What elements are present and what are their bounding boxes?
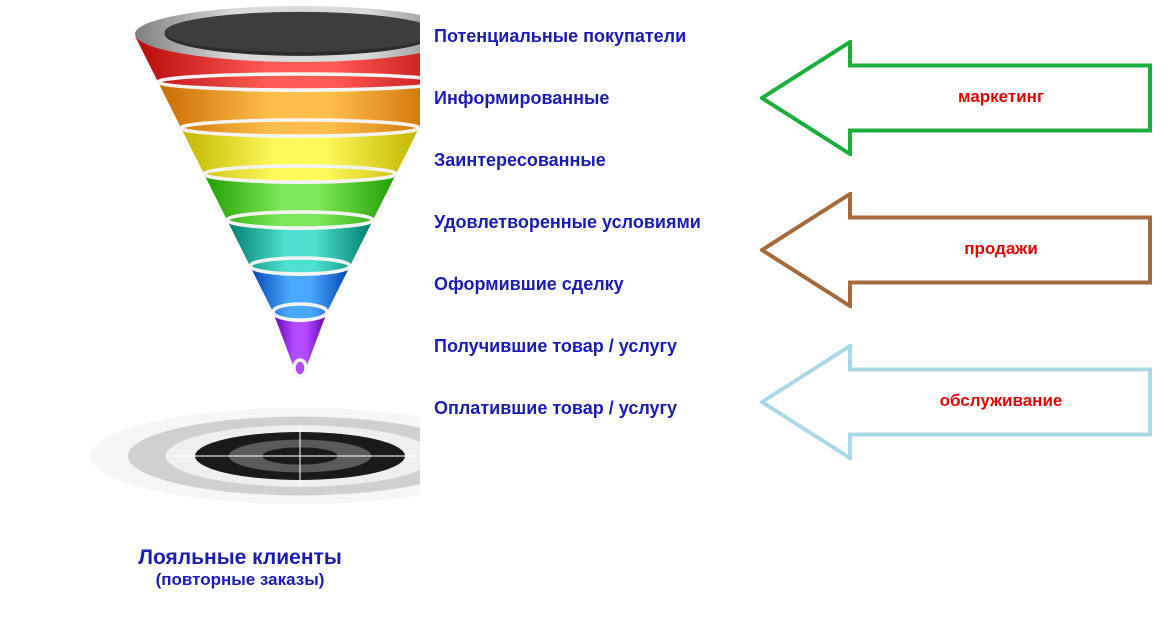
arrow-label-2: обслуживание: [850, 391, 1152, 411]
stage-label-6: Оплатившие товар / услугу: [434, 398, 677, 419]
stage-label-2: Заинтересованные: [434, 150, 606, 171]
stage-label-4: Оформившие сделку: [434, 274, 624, 295]
caption: Лояльные клиенты(повторные заказы): [90, 546, 390, 590]
arrow-2: обслуживание: [760, 344, 1152, 460]
funnel-diagram: [60, 6, 420, 546]
caption-subtitle: (повторные заказы): [90, 570, 390, 590]
arrow-0: маркетинг: [760, 40, 1152, 156]
stage-label-1: Информированные: [434, 88, 609, 109]
stage-label-3: Удовлетворенные условиями: [434, 212, 701, 233]
arrow-1: продажи: [760, 192, 1152, 308]
stage-label-0: Потенциальные покупатели: [434, 26, 686, 47]
arrow-label-1: продажи: [850, 239, 1152, 259]
caption-title: Лояльные клиенты: [138, 546, 342, 569]
arrow-label-0: маркетинг: [850, 87, 1152, 107]
stage-label-5: Получившие товар / услугу: [434, 336, 677, 357]
